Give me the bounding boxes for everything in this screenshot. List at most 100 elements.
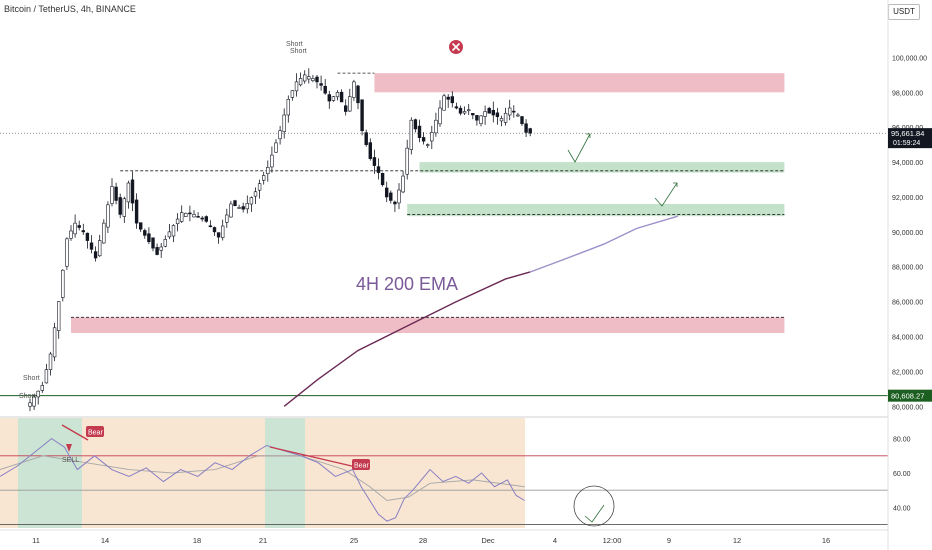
candle (397, 183, 401, 210)
candle (430, 125, 434, 150)
price-tick-label: 80,000.00 (892, 404, 923, 411)
candle-body-down (89, 242, 94, 250)
candle (520, 116, 524, 126)
time-tick-label: 16 (822, 536, 830, 545)
candle (36, 390, 40, 405)
candle-body-down (151, 237, 155, 249)
price-tick-label: 90,000.00 (892, 230, 923, 237)
candle (421, 132, 426, 145)
time-tick-label: 25 (350, 536, 358, 545)
candle (48, 351, 53, 376)
candle (516, 112, 520, 117)
candle (503, 107, 508, 126)
candle-body-down (139, 222, 143, 230)
candle-body-up (503, 112, 508, 123)
candle-body-up (409, 119, 413, 150)
candle-body-down (118, 197, 122, 215)
short-label-low-2: Short (19, 393, 36, 400)
candle (151, 237, 155, 252)
candle-body-up (405, 147, 409, 175)
candle-body-down (393, 201, 397, 205)
candle (266, 160, 270, 182)
candle-body-up (507, 107, 512, 116)
candle (77, 220, 81, 231)
candle-body-down (360, 99, 364, 131)
countdown-value: 01:59:24 (893, 140, 920, 147)
price-tick-label: 98,000.00 (892, 90, 923, 97)
candle (102, 219, 106, 244)
candle-body-up (225, 214, 229, 223)
candle-body-down (77, 225, 81, 228)
candle-body-down (93, 251, 98, 259)
candle (331, 95, 336, 102)
candle-body-down (446, 96, 450, 100)
candle (237, 204, 241, 209)
candle (495, 107, 500, 125)
candle (180, 205, 184, 223)
candle-body-up (442, 95, 446, 111)
time-tick-label: 9 (667, 536, 671, 545)
candle-body-up (479, 115, 483, 125)
candle-body-up (163, 239, 167, 247)
candle-body-down (380, 173, 385, 186)
price-tick-label: 86,000.00 (892, 300, 923, 307)
candle (69, 225, 73, 241)
candle (524, 119, 528, 138)
candle (114, 182, 118, 205)
price-tick-label: 92,000.00 (892, 195, 923, 202)
sell-arrow-icon (66, 444, 72, 452)
short-label-top: Short (286, 41, 303, 48)
candle (458, 105, 463, 116)
candle (454, 102, 459, 110)
divergence-line-2 (269, 446, 357, 468)
candle (507, 99, 512, 121)
candle-body-up (302, 74, 307, 82)
candle (221, 219, 225, 241)
candle-body-down (208, 225, 213, 228)
background-layer (0, 416, 888, 528)
rsi-layer: Bear Bear SELL (0, 424, 888, 527)
candle (479, 115, 483, 127)
price-tick-label: 82,000.00 (892, 369, 923, 376)
candle-body-up (516, 114, 520, 117)
candle (167, 224, 172, 240)
ema-line (283, 271, 531, 407)
candle (274, 139, 278, 153)
candle (384, 181, 389, 203)
candle (163, 235, 167, 248)
candle (413, 118, 418, 133)
candle-body-up (229, 203, 233, 218)
levels-layer (0, 72, 888, 397)
time-tick-label: 4 (553, 536, 557, 545)
price-tick-label: 84,000.00 (892, 335, 923, 342)
candle (339, 89, 344, 103)
candle (487, 106, 491, 114)
candle-body-up (266, 167, 270, 174)
candle-body-down (458, 107, 463, 114)
bear-badge-1 (86, 426, 104, 437)
price-tick-label: 88,000.00 (892, 265, 923, 272)
candle-body-down (241, 206, 245, 210)
current-price-value: 95,661.84 (891, 129, 924, 138)
candle (466, 104, 471, 116)
candle (438, 100, 442, 127)
candle (130, 171, 135, 212)
candle (143, 228, 147, 239)
current-price-badge (888, 128, 932, 149)
candle (372, 149, 377, 174)
candle-body-up (270, 154, 274, 168)
candle (229, 200, 233, 218)
candle-body-up (175, 218, 180, 225)
candle (286, 95, 290, 123)
short-label-top-2: Short (290, 48, 307, 55)
candle (376, 158, 381, 180)
candle (257, 179, 262, 199)
ema-label: 4H 200 EMA (356, 274, 458, 294)
candle (147, 227, 151, 245)
candle-body-up (499, 118, 504, 122)
time-tick-label: 14 (101, 536, 109, 545)
candle-body-down (315, 76, 319, 83)
candle-body-up (48, 353, 53, 370)
candle-body-up (167, 231, 172, 238)
candle (139, 222, 143, 233)
